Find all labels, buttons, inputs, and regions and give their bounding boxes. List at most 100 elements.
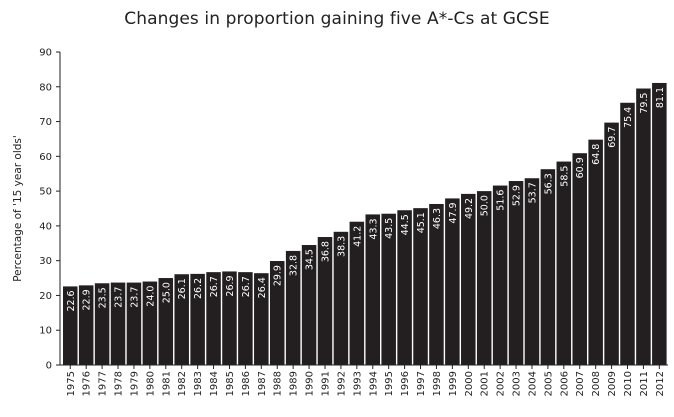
x-tick-label: 1994 — [368, 371, 379, 396]
bar — [285, 250, 301, 365]
bar — [142, 281, 158, 365]
bar-value-label: 75.4 — [623, 107, 634, 128]
bar — [429, 203, 444, 365]
bar-value-label: 43.5 — [384, 218, 395, 239]
bar-value-label: 43.3 — [368, 218, 379, 239]
bar-value-label: 26.1 — [177, 278, 188, 299]
bar — [652, 82, 667, 366]
bar-value-label: 50.0 — [480, 195, 491, 216]
x-tick-label: 1978 — [114, 371, 125, 396]
bar — [349, 221, 365, 365]
bar — [126, 282, 142, 365]
x-tick-label: 1997 — [416, 371, 427, 396]
x-tick-label: 1998 — [432, 371, 443, 396]
bar — [110, 282, 126, 365]
bar — [636, 88, 651, 366]
bar — [397, 210, 412, 365]
bar-value-label: 58.5 — [559, 166, 570, 187]
bar — [381, 213, 396, 365]
bar-value-label: 23.5 — [98, 287, 109, 308]
y-tick-label: 60 — [39, 152, 52, 163]
x-tick-label: 2002 — [496, 371, 507, 396]
bar — [365, 214, 381, 365]
bar-value-label: 69.7 — [607, 127, 618, 148]
bar — [269, 261, 285, 365]
x-tick-label: 1992 — [336, 371, 347, 396]
bar-value-label: 49.2 — [464, 198, 475, 219]
x-tick-label: 1976 — [82, 371, 93, 396]
bar-value-label: 47.9 — [448, 202, 459, 223]
x-tick-label: 1975 — [66, 371, 77, 396]
bar — [445, 198, 460, 365]
bar-value-label: 38.3 — [336, 236, 347, 257]
x-tick-label: 2001 — [480, 371, 491, 396]
bar — [206, 272, 221, 365]
bar-value-label: 25.0 — [161, 282, 172, 303]
bar — [238, 272, 253, 365]
bar-value-label: 64.8 — [591, 144, 602, 165]
bar — [333, 231, 349, 365]
x-tick-label: 1979 — [129, 371, 140, 396]
x-tick-label: 1996 — [400, 371, 411, 396]
bar-value-label: 36.8 — [320, 241, 331, 262]
x-tick-label: 2011 — [639, 371, 650, 396]
chart-title: Changes in proportion gaining five A*-Cs… — [124, 9, 550, 29]
x-tick-label: 2008 — [591, 371, 602, 396]
x-tick-label: 1983 — [193, 371, 204, 396]
y-axis-title: Percentage of '15 year olds' — [12, 135, 24, 282]
bar-value-label: 52.9 — [512, 185, 523, 206]
bar — [476, 191, 492, 365]
bar — [461, 193, 476, 365]
bar-value-label: 26.7 — [209, 276, 220, 297]
x-tick-label: 2009 — [607, 371, 618, 396]
bar-value-label: 44.5 — [400, 214, 411, 235]
bar — [301, 245, 317, 365]
y-tick-label: 80 — [39, 82, 52, 93]
x-tick-label: 1982 — [177, 371, 188, 396]
bar-value-label: 26.2 — [193, 278, 204, 299]
bar-value-label: 22.9 — [82, 289, 93, 310]
x-tick-label: 2005 — [543, 371, 554, 396]
bar-value-label: 41.2 — [352, 226, 363, 247]
bar-value-label: 79.5 — [639, 93, 650, 114]
bar-value-label: 26.9 — [225, 275, 236, 296]
x-tick-label: 1984 — [209, 371, 220, 396]
bar-value-label: 81.1 — [655, 87, 666, 108]
x-tick-label: 1991 — [320, 371, 331, 396]
x-tick-label: 1995 — [384, 371, 395, 396]
y-tick-label: 40 — [39, 221, 52, 232]
bar — [604, 122, 619, 365]
y-tick-label: 70 — [39, 117, 52, 128]
bar-value-label: 51.6 — [496, 190, 507, 211]
bar — [190, 273, 205, 365]
bar — [317, 237, 333, 365]
x-tick-label: 2004 — [527, 371, 538, 396]
x-tick-label: 2010 — [623, 371, 634, 396]
y-tick-label: 30 — [39, 256, 52, 267]
x-tick-label: 1993 — [352, 371, 363, 396]
bar — [158, 278, 174, 365]
x-tick-label: 2012 — [655, 371, 666, 396]
x-tick-label: 1980 — [145, 371, 156, 396]
bar — [413, 208, 428, 365]
bar-value-label: 56.3 — [543, 173, 554, 194]
x-tick-label: 1990 — [305, 371, 316, 396]
bar-value-label: 60.9 — [575, 157, 586, 178]
y-tick-label: 90 — [39, 48, 52, 59]
bar — [78, 285, 94, 365]
bar — [540, 169, 556, 365]
y-tick-label: 20 — [39, 291, 52, 302]
x-tick-label: 1977 — [98, 371, 109, 396]
bar-value-label: 32.8 — [289, 255, 300, 276]
bar-value-label: 29.9 — [273, 265, 284, 286]
bar-value-label: 46.3 — [432, 208, 443, 229]
bar-value-label: 23.7 — [129, 287, 140, 308]
bar-value-label: 26.4 — [257, 277, 268, 298]
bar — [556, 161, 572, 365]
x-tick-label: 1989 — [289, 371, 300, 396]
bar — [94, 283, 110, 365]
x-tick-label: 2007 — [575, 371, 586, 396]
bar — [620, 102, 635, 365]
bar-value-label: 24.0 — [145, 286, 156, 307]
